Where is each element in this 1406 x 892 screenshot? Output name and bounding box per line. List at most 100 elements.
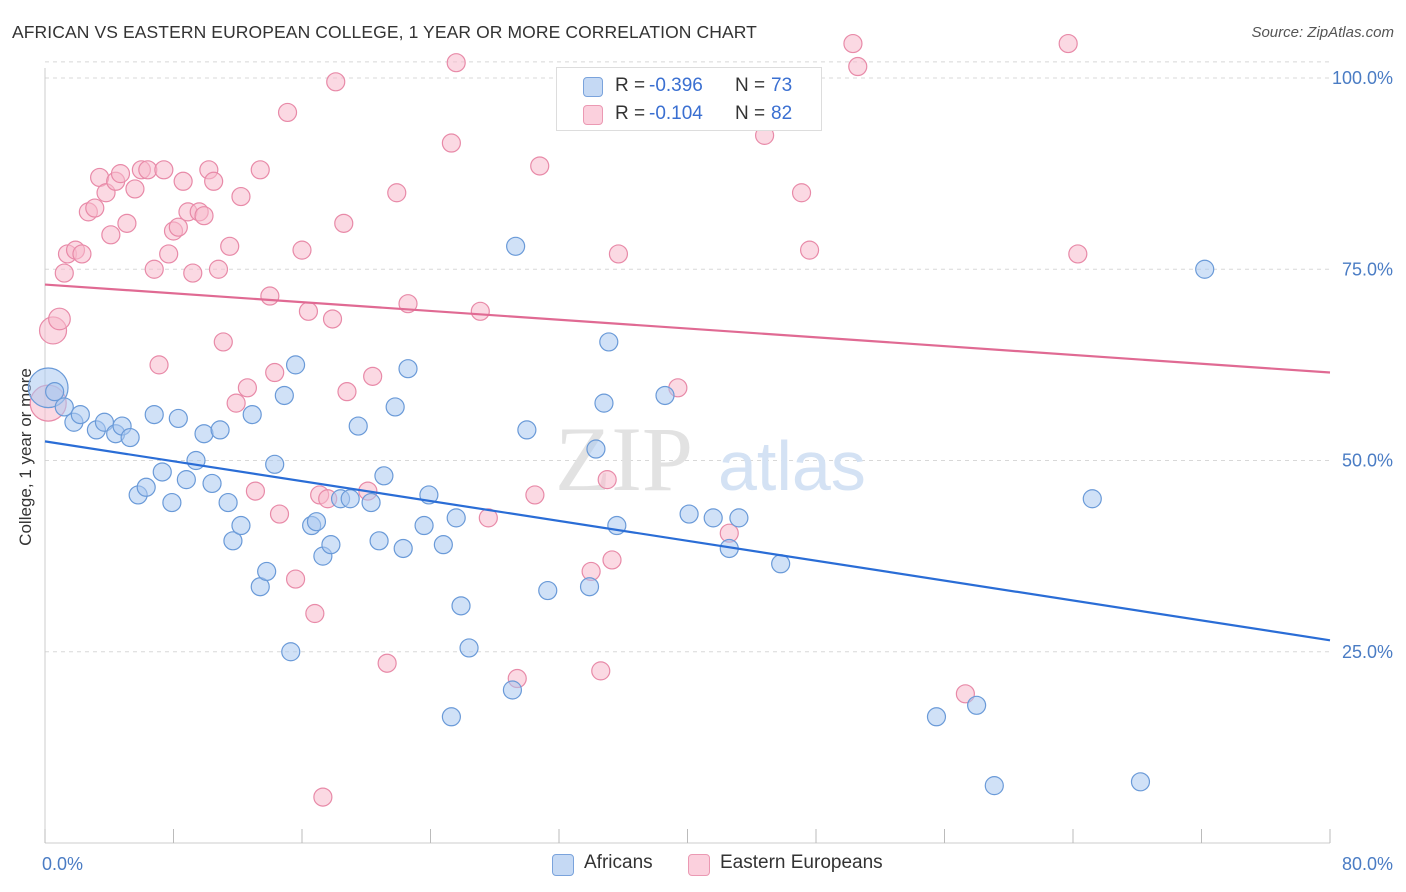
- eastern-european-point: [85, 198, 105, 218]
- eastern-european-point: [220, 236, 240, 256]
- african-point: [679, 504, 699, 524]
- eastern-european-point: [260, 286, 280, 306]
- eastern-european-point: [337, 382, 357, 402]
- african-point: [369, 531, 389, 551]
- eastern-european-point: [226, 393, 246, 413]
- eastern-european-point: [277, 102, 298, 123]
- african-point: [70, 405, 90, 425]
- african-point: [218, 492, 238, 513]
- tick-labels: 25.0% 50.0% 75.0% 100.0% 0.0% 80.0%: [42, 68, 1393, 874]
- african-point: [54, 397, 74, 417]
- eastern-european-point: [72, 244, 92, 264]
- eastern-european-point: [292, 240, 312, 260]
- africans-n-label: N =: [735, 75, 766, 96]
- eastern-european-point: [265, 362, 285, 383]
- eastern-european-point: [54, 263, 74, 283]
- eastern-legend-label: Eastern Europeans: [720, 852, 883, 873]
- eastern-european-point: [245, 481, 266, 501]
- africans-r-value: -0.396: [649, 75, 703, 96]
- eastern-european-point: [1068, 244, 1088, 264]
- eastern-european-point: [194, 206, 214, 226]
- eastern-european-point: [117, 213, 137, 233]
- eastern-european-point: [305, 603, 325, 624]
- eastern-european-point: [843, 33, 863, 54]
- african-point: [285, 355, 306, 375]
- eastern-european-point: [441, 133, 461, 153]
- eastern-n-label: N =: [735, 103, 766, 124]
- african-point: [144, 405, 164, 425]
- eastern-european-point: [285, 569, 306, 589]
- eastern-r-value: -0.104: [649, 103, 703, 124]
- x-tick-label: 0.0%: [42, 854, 83, 874]
- african-point: [306, 512, 327, 532]
- eastern-r-label: R =: [615, 103, 646, 124]
- african-point: [594, 393, 614, 413]
- gridlines: [45, 61, 1330, 653]
- africans-n-value: 73: [771, 75, 793, 96]
- eastern-european-point: [387, 183, 407, 203]
- eastern-european-point: [110, 164, 131, 184]
- eastern-european-point: [334, 213, 354, 233]
- eastern-european-point: [470, 301, 490, 321]
- eastern-european-point: [213, 332, 233, 352]
- eastern-european-point: [298, 301, 319, 321]
- eastern-european-point: [204, 171, 224, 191]
- y-tick-label: 25.0%: [1342, 642, 1393, 662]
- african-point: [459, 638, 479, 658]
- africans-points: [27, 236, 1215, 796]
- y-tick-label: 75.0%: [1342, 259, 1393, 279]
- african-point: [967, 695, 987, 715]
- eastern-european-point: [363, 366, 383, 386]
- y-tick-label: 50.0%: [1342, 451, 1393, 471]
- african-point: [242, 405, 262, 425]
- african-point: [202, 473, 222, 494]
- africans-trendline: [44, 440, 1331, 642]
- eastern-europeans-trendline: [44, 283, 1331, 374]
- african-point: [771, 554, 791, 574]
- eastern-european-point: [125, 179, 145, 199]
- eastern-n-value: 82: [771, 103, 793, 124]
- african-point: [506, 236, 526, 256]
- eastern-european-point: [173, 171, 193, 191]
- african-point: [168, 408, 188, 429]
- eastern-european-point: [955, 684, 975, 704]
- africans-legend-label: Africans: [584, 852, 653, 873]
- african-point: [162, 492, 182, 513]
- chart-title: AFRICAN VS EASTERN EUROPEAN COLLEGE, 1 Y…: [12, 22, 757, 42]
- legend-row-eastern: R = -0.104 N = 82: [557, 101, 821, 129]
- african-point: [703, 508, 723, 528]
- africans-legend-swatch: [552, 854, 574, 876]
- watermark-atlas: atlas: [718, 427, 866, 505]
- legend-row-africans: R = -0.396 N = 73: [557, 73, 821, 101]
- african-point: [655, 385, 675, 406]
- african-point: [348, 416, 368, 436]
- african-point: [579, 577, 600, 597]
- eastern-european-point: [525, 485, 545, 505]
- african-point: [45, 382, 65, 402]
- eastern-european-point: [608, 244, 629, 264]
- eastern-european-point: [377, 653, 397, 673]
- african-point: [231, 515, 251, 536]
- african-point: [926, 707, 947, 727]
- eastern-european-point: [446, 53, 466, 73]
- watermark: ZIP atlas: [555, 408, 866, 510]
- eastern-european-point: [313, 787, 333, 807]
- african-point: [446, 508, 466, 528]
- eastern-european-point: [530, 156, 550, 176]
- watermark-zip: ZIP: [555, 408, 693, 510]
- african-point: [599, 332, 619, 352]
- african-point: [517, 420, 537, 440]
- african-point: [194, 424, 214, 444]
- african-point: [984, 776, 1004, 796]
- africans-swatch: [583, 77, 603, 97]
- stats-legend: R = -0.396 N = 73 R = -0.104 N = 82: [556, 67, 822, 131]
- african-point: [176, 470, 196, 490]
- african-point: [414, 515, 434, 536]
- african-point: [385, 397, 405, 417]
- africans-r-label: R =: [615, 75, 646, 96]
- african-point: [340, 489, 360, 509]
- african-point: [729, 508, 749, 528]
- eastern-european-point: [250, 160, 270, 180]
- african-point: [398, 359, 418, 379]
